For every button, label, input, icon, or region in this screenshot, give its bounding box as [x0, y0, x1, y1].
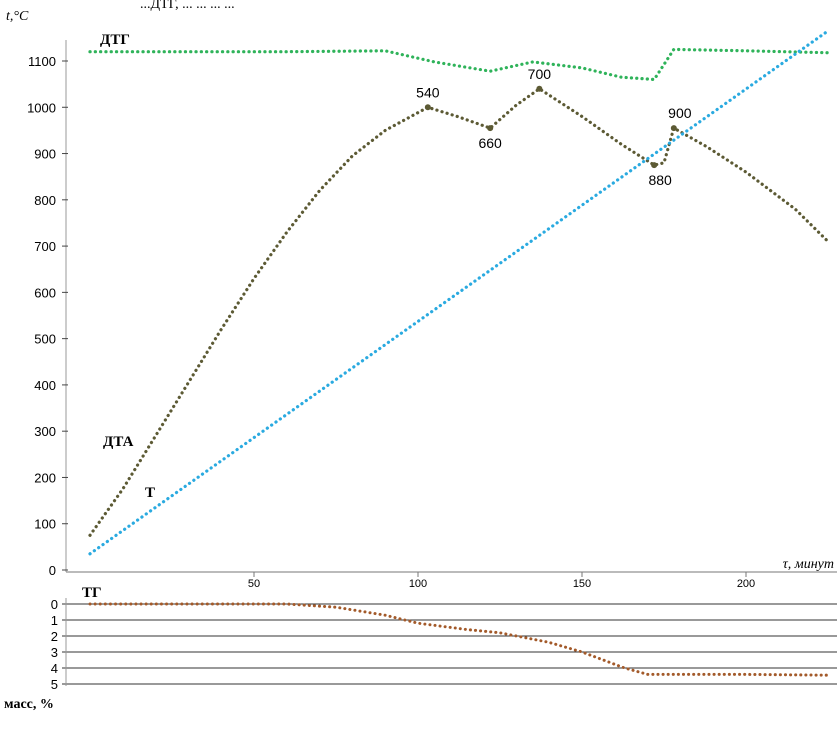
y-tick-label-800: 800 — [34, 193, 56, 208]
annotation-label-700: 700 — [528, 66, 552, 82]
series-line-t — [88, 29, 830, 556]
tg-tick-label-4: 4 — [51, 661, 58, 676]
main-plot: 0 100 200 300 400 500 600 700 800 900 1000 1100 50 10… — [6, 9, 837, 590]
y-tick-label-100: 100 — [34, 517, 56, 532]
tg-y-axis-label: масс, % — [4, 697, 54, 712]
y-tick-label-300: 300 — [34, 424, 56, 439]
series-label-дтг: ДТГ — [100, 32, 130, 48]
tg-series-label: ТГ — [82, 585, 102, 601]
annotation-label-880: 880 — [648, 172, 672, 188]
y-tick-label-900: 900 — [34, 147, 56, 162]
annotation-label-660: 660 — [478, 135, 502, 151]
y-axis-label: t,°C — [6, 9, 29, 24]
series-label-дта: ДТА — [103, 434, 134, 450]
y-tick-label-200: 200 — [34, 470, 56, 485]
series-label-t: T — [145, 485, 155, 501]
annotation-point-700 — [536, 85, 543, 92]
tg-tick-label-5: 5 — [51, 677, 58, 692]
y-tick-label-400: 400 — [34, 378, 56, 393]
tg-series-line — [88, 602, 830, 677]
annotation-label-900: 900 — [668, 105, 692, 121]
x-tick-label-100: 100 — [409, 578, 427, 590]
annotation-point-900 — [670, 125, 677, 132]
tg-tick-label-1: 1 — [51, 613, 58, 628]
x-tick-label-200: 200 — [737, 578, 755, 590]
annotation-point-660 — [487, 125, 494, 132]
y-tick-label-700: 700 — [34, 239, 56, 254]
y-tick-label-0: 0 — [49, 563, 56, 578]
header-fragment: ...ДТГ, ... ... ... ... — [140, 0, 235, 12]
tg-tick-label-2: 2 — [51, 629, 58, 644]
x-tick-label-50: 50 — [248, 578, 260, 590]
series-line-дта — [88, 87, 830, 537]
annotation-point-540 — [424, 104, 431, 111]
x-axis-label: τ, минут — [783, 557, 834, 572]
y-tick-label-1100: 1100 — [28, 54, 56, 69]
y-tick-label-1000: 1000 — [27, 100, 56, 115]
x-tick-label-150: 150 — [573, 578, 591, 590]
y-tick-label-600: 600 — [34, 285, 56, 300]
annotation-label-540: 540 — [416, 84, 440, 100]
y-tick-label-500: 500 — [34, 332, 56, 347]
tg-tick-label-3: 3 — [51, 645, 58, 660]
series-line-дтг — [88, 47, 830, 82]
tg-tick-label-0: 0 — [51, 597, 58, 612]
annotation-point-880 — [651, 162, 658, 169]
